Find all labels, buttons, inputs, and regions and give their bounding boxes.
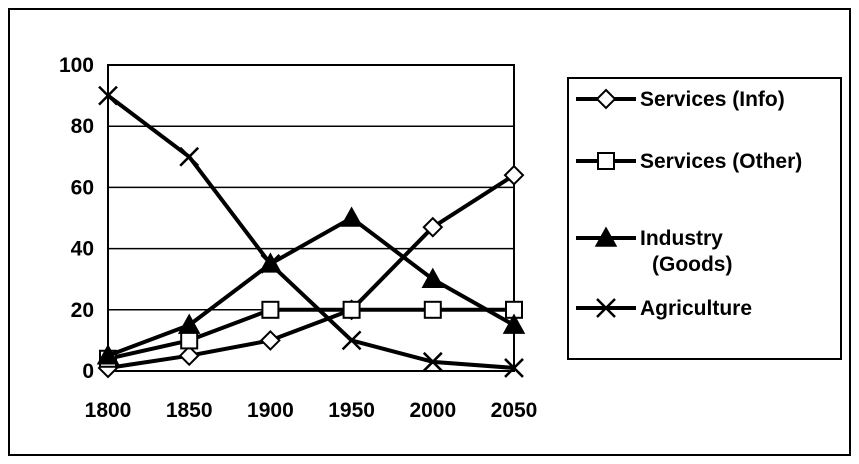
legend-marker-triangle <box>594 226 618 247</box>
data-point-square <box>261 300 280 319</box>
y-tick-label: 0 <box>82 360 94 383</box>
x-tick-label: 1950 <box>328 399 375 422</box>
legend-marker-x <box>596 298 616 318</box>
legend-marker-square <box>597 152 615 170</box>
data-point-x <box>422 351 443 372</box>
legend-box <box>567 77 842 360</box>
data-point-square <box>180 331 199 350</box>
data-point-diamond <box>422 216 444 238</box>
data-point-square <box>423 300 442 319</box>
series-line <box>106 94 515 370</box>
series-x <box>98 85 524 378</box>
gridlines <box>108 125 514 311</box>
data-point-triangle <box>96 344 120 365</box>
y-tick-label: 80 <box>71 115 94 138</box>
data-point-triangle <box>502 313 526 334</box>
legend-label: Services (Info) <box>640 88 785 111</box>
plot-area <box>107 64 515 372</box>
x-tick-label: 1800 <box>85 399 132 422</box>
series-line <box>107 216 515 358</box>
data-point-diamond <box>259 329 281 351</box>
data-point-triangle <box>340 206 363 227</box>
data-point-x <box>98 85 118 106</box>
series-line <box>107 307 514 361</box>
data-point-x <box>179 146 200 167</box>
data-point-square <box>342 300 361 319</box>
x-tick-label: 1900 <box>247 399 294 422</box>
legend-entry: Services (Other) <box>576 150 802 173</box>
y-tick-label: 40 <box>71 238 94 261</box>
series-line <box>107 173 516 370</box>
legend-entry: Services (Info) <box>576 88 785 111</box>
data-point-triangle <box>177 313 201 334</box>
data-point-diamond <box>178 345 200 367</box>
legend-marker-diamond <box>595 88 617 110</box>
legend-entry: Industry (Goods) <box>576 226 732 276</box>
legend-entry: Agriculture <box>576 297 752 320</box>
legend: Services (Info) Services (Other) Industry(… <box>576 88 802 320</box>
y-tick-label: 100 <box>59 54 94 77</box>
legend-label: Agriculture <box>640 297 752 320</box>
data-point-triangle <box>421 267 445 288</box>
legend-label: Industry (Goods) <box>640 227 732 276</box>
legend-label: Services (Other) <box>640 150 802 173</box>
y-tick-label: 60 <box>71 176 94 199</box>
y-axis-tick-labels: 0 20 40 60 80 100 <box>59 54 94 383</box>
data-point-x <box>260 254 281 274</box>
x-axis-tick-labels: 1800 1850 1900 1950 2000 2050 <box>85 399 538 422</box>
x-tick-label: 2050 <box>491 399 538 422</box>
data-point-x <box>341 330 362 351</box>
series-layer <box>96 85 526 379</box>
series-triangle <box>96 206 526 365</box>
data-point-diamond <box>503 164 525 186</box>
y-tick-label: 20 <box>71 299 94 322</box>
data-point-x <box>504 358 524 378</box>
x-tick-label: 1850 <box>166 399 213 422</box>
x-tick-label: 2000 <box>409 399 456 422</box>
